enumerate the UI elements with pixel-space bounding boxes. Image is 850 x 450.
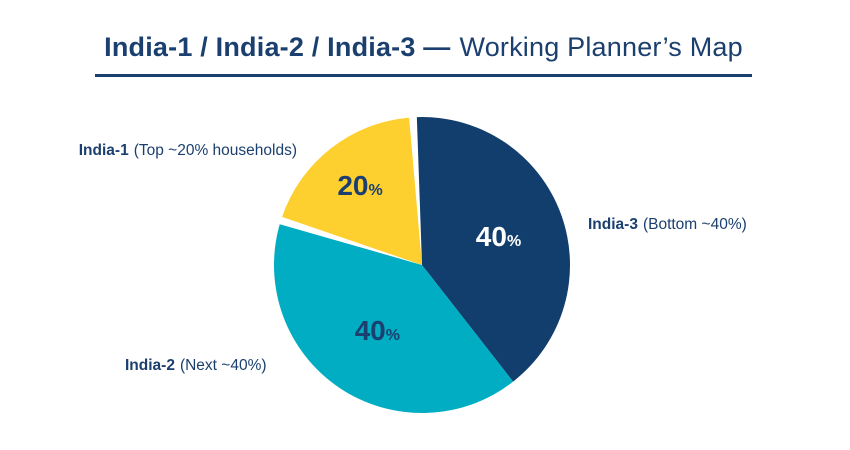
pie-value-label-india-1: 20%: [337, 169, 383, 201]
slice-label-india-3-desc: (Bottom ~40%): [642, 216, 747, 233]
pie-slice-india-2: [273, 224, 514, 413]
pie-value-label-india-3: 40%: [476, 223, 521, 251]
slice-label-india-3-name: India-3: [588, 216, 638, 233]
pie-slice-india-1: [282, 117, 422, 265]
chart-title-regular: Working Planner’s Map: [459, 32, 743, 62]
slice-label-india-3: India-3 (Bottom ~40%): [588, 216, 747, 234]
chart-title: India-1 / India-2 / India-3 — Working Pla…: [95, 32, 752, 77]
slice-label-india-1-desc: (Top ~20% households): [133, 142, 297, 159]
pie-value-number: 40: [475, 221, 507, 253]
pie-value-percent-sign: %: [506, 233, 522, 251]
slice-label-india-1: India-1 (Top ~20% households): [79, 142, 297, 160]
slice-label-india-2-name: India-2: [125, 357, 175, 374]
pie-slice-india-3: [416, 116, 570, 382]
slice-label-india-2: India-2 (Next ~40%): [125, 357, 267, 375]
pie-value-number: 20: [337, 169, 369, 201]
pie-value-number: 40: [354, 315, 386, 347]
pie-value-label-india-2: 40%: [355, 317, 400, 345]
pie-value-percent-sign: %: [385, 327, 400, 345]
pie-value-percent-sign: %: [368, 181, 383, 199]
slice-label-india-1-name: India-1: [78, 142, 129, 159]
chart-title-bold: India-1 / India-2 / India-3 —: [104, 32, 451, 62]
slice-label-india-2-desc: (Next ~40%): [179, 357, 267, 374]
